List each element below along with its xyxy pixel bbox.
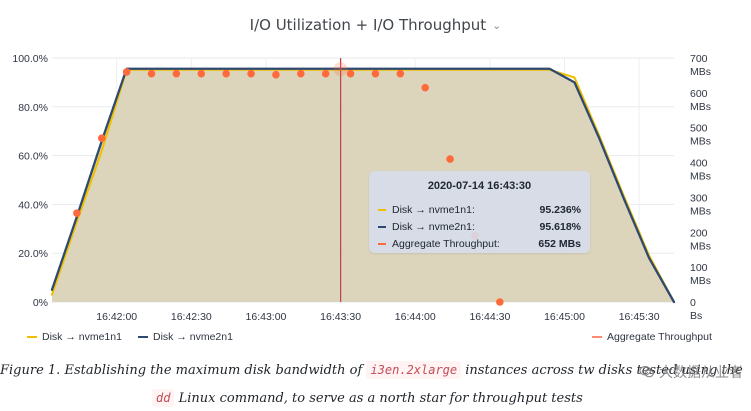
throughput-point bbox=[172, 69, 181, 78]
right-tick-unit: MBs bbox=[690, 240, 711, 252]
throughput-point bbox=[247, 69, 255, 78]
caption-line: dd Linux command, to serve as a north st… bbox=[152, 384, 583, 411]
right-tick-value: 300 bbox=[690, 192, 708, 204]
tooltip-swatch bbox=[378, 242, 386, 245]
right-tick-label: 400 MBs bbox=[690, 158, 711, 183]
tooltip-row: Disk → nvme2n1: 95.618% bbox=[378, 218, 581, 235]
x-tick-label: 16:42:30 bbox=[171, 311, 212, 323]
chart-title-group[interactable]: I/O Utilization + I/O Throughput ⌄ bbox=[0, 16, 751, 34]
wechat-icon bbox=[639, 364, 655, 380]
right-tick-unit: MBs bbox=[690, 171, 711, 183]
tooltip-value: 95.236% bbox=[539, 203, 581, 216]
right-tick-value: 0 bbox=[690, 297, 696, 309]
right-tick-label: 300 MBs bbox=[690, 192, 711, 217]
x-tick-label: 16:43:30 bbox=[320, 311, 361, 323]
throughput-point bbox=[147, 69, 156, 78]
series-line-nvme2n1 bbox=[50, 67, 676, 304]
hover-halo bbox=[333, 62, 348, 77]
tooltip-value: 95.618% bbox=[539, 220, 581, 233]
x-tick-label: 16:44:00 bbox=[395, 311, 436, 323]
tooltip-swatch bbox=[378, 208, 386, 211]
tooltip-label: Aggregate Throughput: bbox=[392, 237, 500, 250]
x-tick-label: 16:43:00 bbox=[246, 311, 287, 323]
left-axis: 0% 20.0% 40.0% 60.0% 80.0% 100.0% bbox=[12, 53, 48, 309]
legend-swatch bbox=[592, 336, 602, 338]
right-tick-value: 100 bbox=[690, 262, 708, 274]
y-tick-label: 40.0% bbox=[18, 199, 48, 211]
tooltip-label: Disk → nvme1n1: bbox=[392, 203, 475, 216]
legend-item[interactable]: Disk → nvme2n1 bbox=[138, 331, 233, 343]
x-tick-label: 16:42:00 bbox=[96, 311, 137, 323]
x-tick-label: 16:44:30 bbox=[469, 311, 510, 323]
y-tick-label: 20.0% bbox=[18, 248, 48, 260]
right-tick-value: 600 bbox=[690, 88, 708, 100]
legend-swatch bbox=[138, 336, 148, 338]
right-tick-label: 200 MBs bbox=[690, 227, 711, 252]
throughput-point bbox=[346, 69, 355, 78]
legend-item[interactable]: Disk → nvme1n1 bbox=[27, 331, 122, 343]
legend-item[interactable]: Aggregate Throughput bbox=[592, 331, 712, 343]
right-tick-unit: MBs bbox=[690, 275, 711, 287]
tooltip-value: 652 MBs bbox=[538, 237, 581, 250]
caption-text: Figure 1. Establishing the maximum disk … bbox=[0, 363, 367, 378]
right-tick-unit: MBs bbox=[690, 136, 711, 148]
watermark-text: 大数据从业者 bbox=[659, 365, 743, 381]
caption-text: disks tested using the bbox=[594, 363, 743, 378]
throughput-point bbox=[446, 155, 454, 163]
right-tick-label: 600 MBs bbox=[690, 88, 711, 113]
y-tick-label: 80.0% bbox=[18, 102, 48, 114]
x-tick-label: 16:45:00 bbox=[544, 311, 585, 323]
instance-type-code: i3en.2xlarge bbox=[366, 361, 462, 379]
chevron-down-icon[interactable]: ⌄ bbox=[492, 19, 502, 32]
tooltip-time: 2020-07-14 16:43:30 bbox=[427, 180, 532, 192]
right-tick-unit: MBs bbox=[690, 205, 711, 217]
throughput-point bbox=[297, 69, 305, 78]
right-tick-value: 400 bbox=[690, 158, 708, 170]
tooltip-label: Disk → nvme2n1: bbox=[392, 220, 475, 233]
throughput-point bbox=[321, 69, 330, 78]
throughput-point bbox=[222, 69, 230, 78]
y-tick-label: 100.0% bbox=[12, 53, 48, 65]
right-tick-label: 700 MBs bbox=[690, 53, 711, 78]
chart-legend: Disk → nvme1n1 Disk → nvme2n1 Aggregate … bbox=[0, 330, 751, 348]
throughput-point bbox=[496, 298, 504, 306]
y-tick-label: 60.0% bbox=[18, 151, 48, 163]
legend-label: Disk → nvme2n1 bbox=[153, 331, 233, 343]
throughput-point bbox=[197, 69, 206, 78]
right-tick-unit: Bs bbox=[690, 310, 702, 322]
tooltip-row: Aggregate Throughput: 652 MBs bbox=[378, 235, 581, 252]
command-code: dd bbox=[152, 389, 175, 407]
right-tick-label: 0 Bs bbox=[690, 297, 702, 322]
throughput-point bbox=[396, 69, 405, 78]
chart-tooltip: 2020-07-14 16:43:30 Disk → nvme1n1: 95.2… bbox=[369, 171, 590, 253]
right-tick-label: 100 MBs bbox=[690, 262, 711, 287]
right-tick-unit: MBs bbox=[690, 101, 711, 113]
legend-swatch bbox=[27, 336, 37, 338]
tooltip-swatch bbox=[378, 225, 386, 228]
throughput-point bbox=[73, 209, 81, 217]
right-tick-value: 700 bbox=[690, 53, 708, 65]
caption-text: instances across tw bbox=[461, 363, 595, 378]
tooltip-row: Disk → nvme1n1: 95.236% bbox=[378, 201, 581, 218]
legend-label: Aggregate Throughput bbox=[607, 331, 712, 343]
right-tick-value: 500 bbox=[690, 123, 708, 135]
legend-label: Disk → nvme1n1 bbox=[42, 331, 122, 343]
right-tick-label: 500 MBs bbox=[690, 123, 711, 148]
right-tick-unit: MBs bbox=[690, 66, 711, 78]
x-tick-label: 16:45:30 bbox=[619, 311, 660, 323]
throughput-point bbox=[122, 68, 131, 76]
throughput-point bbox=[272, 70, 280, 79]
caption-line: Figure 1. Establishing the maximum disk … bbox=[0, 356, 751, 385]
throughput-point bbox=[371, 69, 380, 78]
y-tick-label: 0% bbox=[33, 297, 48, 309]
watermark: 大数据从业者 bbox=[639, 362, 743, 382]
x-axis: 16:42:00 16:42:30 16:43:00 16:43:30 16:44:00… bbox=[96, 311, 660, 323]
caption-text: Linux command, to serve as a north star … bbox=[174, 391, 583, 406]
right-tick-value: 200 bbox=[690, 227, 708, 239]
throughput-point bbox=[421, 83, 430, 92]
chart-title: I/O Utilization + I/O Throughput bbox=[249, 16, 487, 34]
throughput-point bbox=[97, 134, 106, 142]
